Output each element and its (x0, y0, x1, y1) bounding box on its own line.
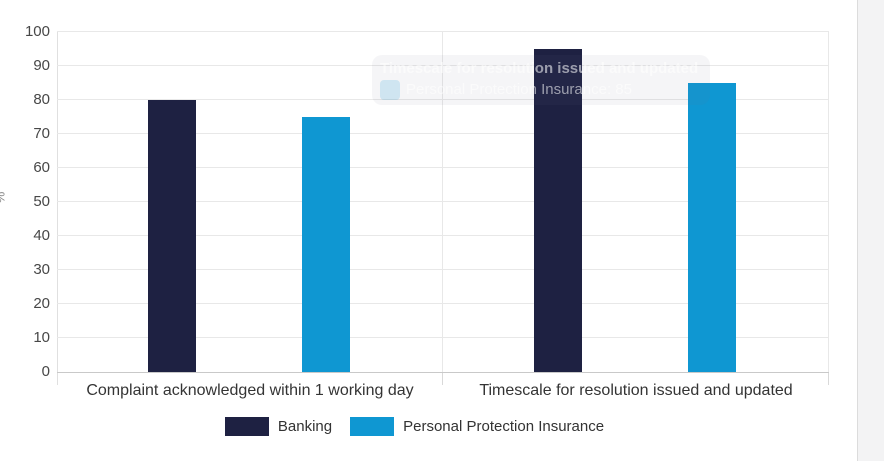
legend-label: Personal Protection Insurance (403, 418, 605, 435)
legend-label: Banking (277, 418, 333, 435)
gridline (57, 167, 829, 168)
y-axis-tick-label: 10 (33, 329, 50, 346)
gridline (57, 31, 829, 32)
legend-item-personal-protection-insurance[interactable]: Personal Protection Insurance (350, 417, 604, 436)
category-gridline (828, 32, 829, 372)
legend-swatch-icon (350, 417, 395, 436)
chart-legend: Banking Personal Protection Insurance (0, 417, 829, 436)
category-gridline (442, 32, 443, 372)
bar-personal-protection-insurance[interactable] (688, 83, 736, 372)
y-axis-tick-label: 80 (33, 91, 50, 108)
y-axis-tick-label: 0 (41, 363, 50, 380)
y-axis-tick-label: 60 (33, 159, 50, 176)
y-axis-tick-label: 20 (33, 295, 50, 312)
x-axis-tick (442, 373, 443, 385)
x-axis-line (57, 372, 829, 373)
gridline (57, 337, 829, 338)
legend-swatch-icon (224, 417, 269, 436)
y-axis-line (57, 32, 58, 385)
bar-banking[interactable] (148, 100, 196, 372)
y-axis-tick-label: 30 (33, 261, 50, 278)
gridline (57, 303, 829, 304)
y-axis-tick-label: 50 (33, 193, 50, 210)
y-axis-tick-label: 70 (33, 125, 50, 142)
legend-item-banking[interactable]: Banking (224, 417, 333, 436)
gridline (57, 65, 829, 66)
gridline (57, 99, 829, 100)
bar-personal-protection-insurance[interactable] (302, 117, 350, 372)
gridline (57, 235, 829, 236)
gridline (57, 201, 829, 202)
x-axis-category-label: Timescale for resolution issued and upda… (479, 382, 793, 399)
x-axis-tick (828, 373, 829, 385)
y-axis-tick-label: 100 (24, 23, 50, 40)
y-axis-tick-label: 40 (33, 227, 50, 244)
gridline (57, 133, 829, 134)
gridline (57, 269, 829, 270)
y-axis-tick-label: 90 (33, 57, 50, 74)
x-axis-category-label: Complaint acknowledged within 1 working … (86, 382, 414, 399)
page-background-strip (857, 0, 884, 461)
bar-banking[interactable] (534, 49, 582, 372)
plot-area (57, 31, 829, 385)
